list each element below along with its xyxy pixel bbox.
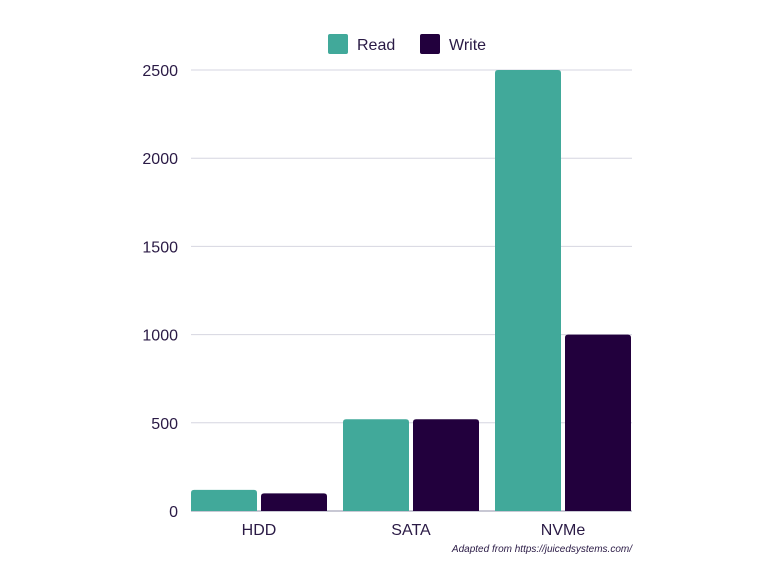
y-tick-label: 500 xyxy=(151,416,178,433)
bar-write-sata xyxy=(413,419,479,511)
y-tick-label: 0 xyxy=(169,504,178,521)
y-tick-label: 2000 xyxy=(142,151,178,168)
bar-write-nvme xyxy=(565,334,631,511)
bar-read-nvme xyxy=(495,70,561,511)
x-tick-label: SATA xyxy=(391,522,431,539)
y-tick-label: 1000 xyxy=(142,328,178,345)
bar-read-hdd xyxy=(191,489,257,511)
source-note: Adapted from https://juicedsystems.com/ xyxy=(451,544,633,555)
x-tick-label: HDD xyxy=(242,522,277,539)
legend-swatch-read xyxy=(328,34,348,54)
y-tick-label: 1500 xyxy=(142,239,178,256)
x-tick-label: NVMe xyxy=(541,522,586,539)
bar-write-hdd xyxy=(261,493,327,511)
bar-read-sata xyxy=(343,419,409,511)
legend-label: Read xyxy=(357,37,395,54)
legend-label: Write xyxy=(449,37,486,54)
legend-swatch-write xyxy=(420,34,440,54)
y-tick-label: 2500 xyxy=(142,63,178,80)
